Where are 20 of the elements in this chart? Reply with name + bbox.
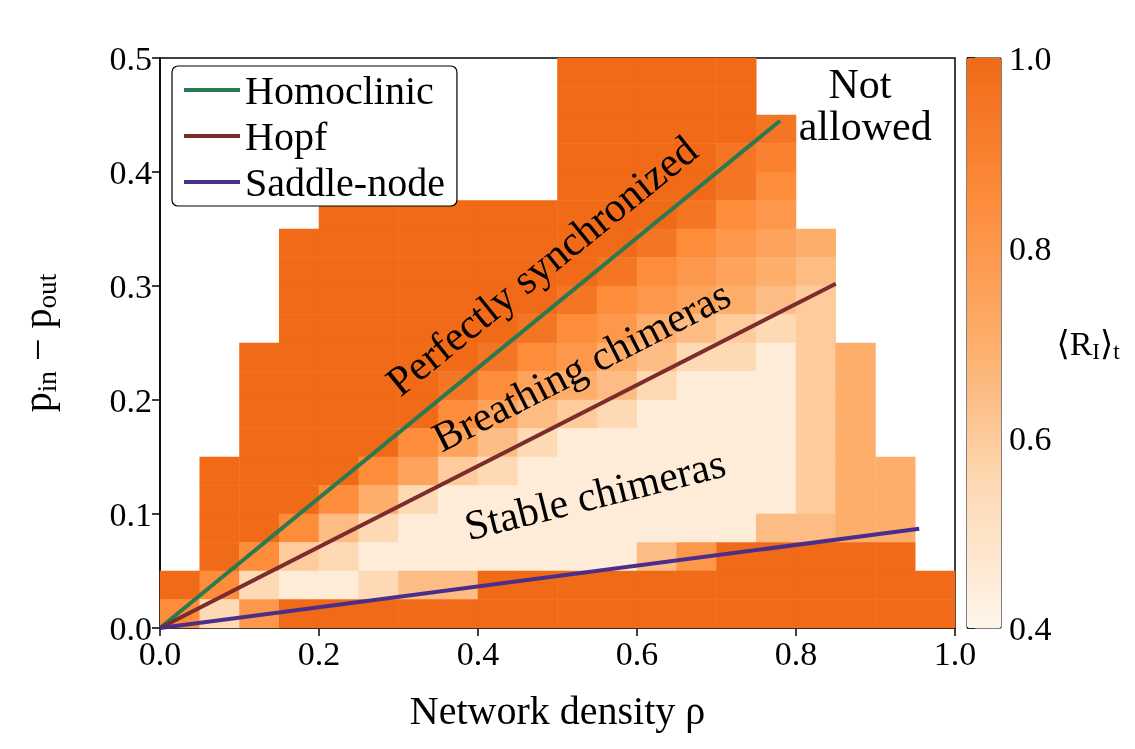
x-tick-label: 0.2 [297, 634, 341, 672]
x-tick-label: 0.8 [774, 634, 818, 672]
legend-label: Saddle-node [245, 159, 445, 205]
annotation: Not allowed [798, 60, 932, 149]
y-tick-label: 0.3 [109, 267, 152, 305]
y-tick-label: 0.5 [109, 39, 152, 77]
y-tick-label: 0.2 [109, 381, 152, 419]
x-tick-label: 1.0 [933, 634, 977, 672]
y-tick-label: 0.4 [109, 153, 152, 191]
color-bar-label: 0.4 [1009, 609, 1052, 647]
color-bar-label: 1.0 [1009, 39, 1052, 77]
y-axis-title: pin − pout [15, 273, 62, 413]
color-bar-label: 0.8 [1009, 229, 1052, 267]
color-bar-label: 0.6 [1009, 419, 1052, 457]
x-axis-title: Network density ρ [409, 687, 706, 733]
y-tick-label: 0.1 [109, 495, 152, 533]
legend-label: Hopf [245, 113, 328, 159]
legend-label: Homoclinic [245, 67, 434, 113]
x-tick-label: 0.6 [615, 634, 659, 672]
x-tick-label: 0.4 [456, 634, 500, 672]
